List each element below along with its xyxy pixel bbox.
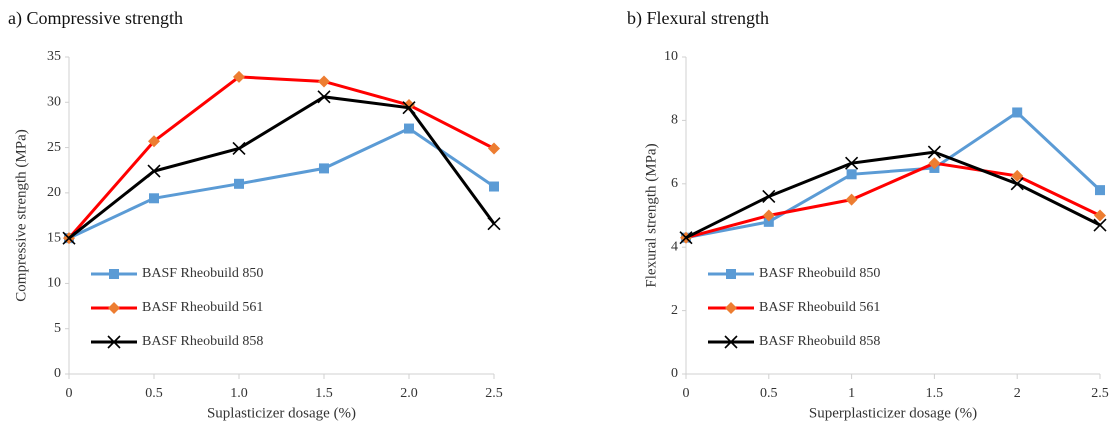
marker: [1094, 209, 1106, 222]
series-line: [685, 150, 1101, 240]
marker: [62, 231, 76, 245]
legend-label: BASF Rheobuild 858: [142, 334, 263, 349]
series-line: [68, 95, 496, 240]
y-tick-label: 8: [671, 113, 678, 128]
chart-title: b) Flexural strength: [627, 8, 769, 29]
series-line: [67, 75, 495, 240]
legend-marker: [726, 269, 736, 279]
y-tick-label: 10: [664, 49, 678, 64]
x-axis-title: Superplasticizer dosage (%): [809, 405, 977, 421]
legend-label: BASF Rheobuild 561: [759, 300, 880, 315]
marker: [402, 101, 416, 115]
x-tick-label: 0: [66, 386, 73, 401]
y-axis-title: Flexural strength (MPa): [643, 143, 659, 287]
y-tick-label: 5: [54, 321, 61, 336]
y-tick-label: 25: [47, 140, 61, 155]
series-line: [685, 110, 1102, 240]
y-tick-label: 4: [671, 239, 678, 254]
x-tick-label: 1.5: [315, 386, 333, 401]
chart: b) Flexural strength 0 2 4 6 8 10 0 0.5 1 1.5 2 2.5 S…: [627, 8, 1109, 421]
legend-marker: [725, 302, 737, 314]
marker: [318, 75, 330, 88]
x-axis-title: Suplasticizer dosage (%): [207, 405, 356, 421]
chart: a) Compressive strength 0 5 10 15 20 25 30 35 0 0.…: [8, 8, 503, 421]
y-tick-label: 10: [47, 276, 61, 291]
legend-label: BASF Rheobuild 850: [759, 266, 880, 281]
marker: [763, 216, 774, 227]
x-tick-label: 0.5: [145, 386, 163, 401]
legend-label: BASF Rheobuild 858: [759, 334, 880, 349]
marker: [234, 178, 244, 189]
y-tick-label: 20: [47, 185, 61, 200]
x-tick-label: 2.0: [400, 386, 418, 401]
x-tick-label: 2.5: [1091, 386, 1109, 401]
x-tick-label: 2: [1014, 386, 1021, 401]
y-tick-label: 6: [671, 176, 678, 191]
marker: [488, 142, 500, 155]
marker: [846, 169, 857, 180]
marker: [317, 90, 331, 104]
marker: [487, 217, 501, 231]
x-tick-label: 1.0: [230, 386, 248, 401]
y-axis-title: Compressive strength (MPa): [13, 129, 29, 301]
marker: [845, 193, 858, 206]
legend-marker: [108, 302, 120, 314]
marker: [762, 209, 775, 222]
x-tick-label: 1.5: [926, 386, 944, 401]
marker: [845, 156, 859, 170]
series-line: [685, 161, 1101, 240]
marker: [147, 164, 161, 178]
x-tick-label: 0: [683, 386, 690, 401]
marker: [762, 189, 776, 204]
y-tick-label: 35: [47, 49, 61, 64]
y-tick-label: 30: [47, 95, 61, 110]
legend-label: BASF Rheobuild 850: [142, 266, 263, 281]
marker: [489, 181, 499, 192]
marker: [148, 135, 160, 148]
chart-title: a) Compressive strength: [8, 8, 183, 29]
marker: [319, 163, 329, 174]
marker: [1011, 169, 1024, 182]
x-tick-label: 0.5: [760, 386, 778, 401]
series-line: [68, 126, 495, 240]
marker: [1095, 185, 1105, 196]
marker: [404, 123, 414, 134]
marker: [927, 145, 941, 159]
marker: [233, 70, 245, 83]
legend-marker: [109, 269, 119, 279]
y-tick-label: 0: [671, 366, 678, 381]
marker: [1093, 218, 1107, 232]
legend-marker: [107, 335, 121, 349]
legend-marker: [724, 335, 738, 349]
marker: [1010, 177, 1024, 191]
x-tick-label: 2.5: [485, 386, 503, 401]
legend-label: BASF Rheobuild 561: [142, 300, 263, 315]
marker: [1012, 107, 1023, 118]
y-tick-label: 15: [47, 230, 61, 245]
x-tick-label: 1: [848, 386, 855, 401]
marker: [928, 157, 941, 170]
marker: [149, 193, 159, 204]
y-tick-label: 0: [54, 366, 61, 381]
y-tick-label: 2: [671, 303, 678, 318]
marker: [679, 231, 693, 245]
marker: [232, 141, 246, 156]
